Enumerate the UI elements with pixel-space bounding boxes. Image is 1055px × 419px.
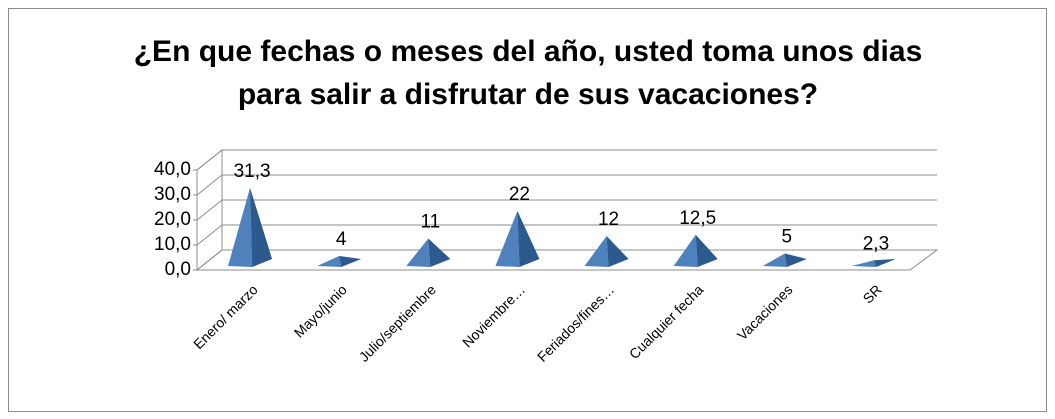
pyramid-side [250,187,273,267]
pyramid-side [517,211,540,267]
x-tick-label: Cualquier fecha [626,281,707,362]
pyramid-side [428,238,451,267]
x-tick-label: Julio/septiembre [356,281,440,365]
y-tick-label: 40,0 [154,159,191,180]
pyramid [406,238,451,267]
y-tick-label: 20,0 [154,209,191,230]
value-label: 4 [336,229,347,250]
pyramid-side [784,253,807,267]
x-tick-label: Feriados/fines… [534,281,617,364]
pyramid [762,253,807,267]
value-label: 2,3 [863,233,889,254]
pyramid-face [762,253,787,267]
value-label: 12,5 [679,208,716,229]
pyramid-side [339,256,362,267]
pyramid-face [228,187,253,267]
pyramid [228,187,273,267]
pyramid [584,236,629,267]
pyramid-face [495,211,520,267]
chart-title: ¿En que fechas o meses del año, usted to… [133,35,923,111]
x-tick-label: Noviembre… [459,281,528,350]
grid-line [196,174,937,196]
pyramid-face [317,256,342,267]
pyramid-face [584,236,609,267]
value-label: 31,3 [234,161,271,182]
pyramid [495,211,540,267]
x-tick-label: SR [860,281,885,306]
grid-line [196,249,937,271]
pyramid [851,259,896,267]
value-label: 5 [782,227,793,248]
grid-line [196,199,937,221]
x-tick-label: Vacaciones [734,281,796,343]
pyramid-face [673,234,698,267]
value-label: 11 [420,212,440,233]
pyramid-side [873,259,896,267]
value-label: 22 [509,184,530,205]
pyramid [317,256,362,267]
pyramid-side [695,234,718,267]
y-tick-label: 0,0 [165,259,191,280]
pyramid-face [851,260,876,267]
x-tick-label: Enero/ marzo [190,281,261,352]
back-wall [196,148,939,272]
pyramid [673,234,718,267]
value-label: 12 [598,209,619,230]
grid-line [196,224,937,246]
x-tick-label: Mayo/junio [291,281,350,340]
y-tick-label: 30,0 [154,184,191,205]
chart-border [8,8,1047,412]
grid-line [196,149,937,171]
y-tick-label: 10,0 [154,234,191,255]
pyramid-face [406,238,431,267]
pyramid-side [606,236,629,267]
